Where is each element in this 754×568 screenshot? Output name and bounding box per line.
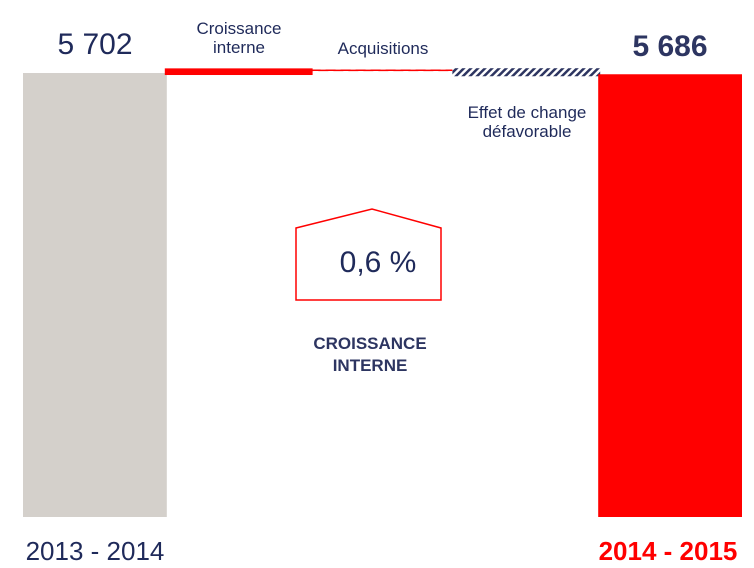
category-label: Effet de change défavorable <box>467 103 587 141</box>
bar <box>598 74 742 518</box>
annotation-value: 0,6 % <box>340 246 417 279</box>
category-label: Croissance interne <box>196 19 282 57</box>
annotation-frame <box>295 208 442 301</box>
annotation-text: CROISSANCE INTERNE <box>313 334 427 376</box>
bar <box>23 73 167 517</box>
category-label: 2013 - 2014 <box>25 536 165 566</box>
category-label: Acquisitions <box>337 39 429 58</box>
bar <box>164 68 313 76</box>
bar <box>452 68 601 77</box>
value-label: 5 686 <box>632 30 708 63</box>
value-label: 5 702 <box>57 28 133 61</box>
category-label: 2014 - 2015 <box>598 536 738 566</box>
